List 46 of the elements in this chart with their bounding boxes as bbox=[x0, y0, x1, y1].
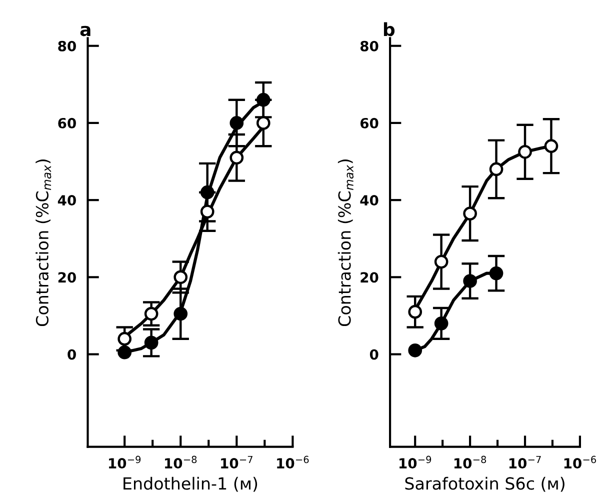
y-tick-label: 20 bbox=[360, 272, 378, 283]
point bbox=[230, 116, 244, 130]
y-tick-label: 0 bbox=[370, 349, 378, 360]
point bbox=[256, 92, 270, 107]
chart-title: b bbox=[384, 22, 395, 36]
x-axis-title: Endothelin-1 (ᴍ) bbox=[124, 476, 258, 492]
y-tick-label: 60 bbox=[360, 118, 378, 128]
x-tick-label: 10$^{−7}$ bbox=[221, 456, 252, 469]
point bbox=[256, 116, 270, 130]
x-tick-label: 10$^{−6}$ bbox=[564, 456, 596, 469]
point bbox=[463, 274, 477, 288]
y-tick-label: 40 bbox=[360, 195, 378, 206]
y-tick-label: 80 bbox=[360, 40, 378, 52]
point bbox=[489, 266, 504, 280]
x-tick-label: 10$^{−6}$ bbox=[277, 456, 309, 469]
y-axis-title: Contraction (%C$_{max}$) bbox=[338, 160, 354, 326]
point bbox=[408, 343, 422, 358]
y-axis-title: Contraction (%C$_{max}$) bbox=[36, 160, 52, 326]
chart-title: a bbox=[80, 26, 90, 36]
point bbox=[434, 316, 448, 330]
point bbox=[544, 139, 558, 154]
y-tick-label: 80 bbox=[58, 40, 76, 52]
point bbox=[434, 254, 448, 269]
point bbox=[489, 162, 504, 176]
point bbox=[118, 345, 132, 360]
point bbox=[174, 306, 188, 321]
x-tick-label: 10$^{−9}$ bbox=[400, 456, 432, 469]
x-axis-title: Sarafotoxin S6c (ᴍ) bbox=[405, 476, 564, 492]
x-tick-label: 10$^{−8}$ bbox=[454, 456, 486, 469]
point bbox=[408, 304, 422, 319]
point bbox=[144, 306, 158, 321]
y-tick-label: 0 bbox=[68, 349, 76, 360]
x-tick-label: 10$^{−9}$ bbox=[109, 456, 141, 469]
point bbox=[463, 206, 477, 220]
point bbox=[174, 270, 188, 284]
point bbox=[230, 150, 244, 165]
x-tick-label: 10$^{−7}$ bbox=[509, 456, 541, 469]
y-tick-label: 60 bbox=[58, 118, 76, 128]
x-tick-label: 10$^{−8}$ bbox=[165, 456, 197, 469]
y-tick-label: 40 bbox=[58, 195, 76, 206]
point bbox=[518, 144, 532, 159]
point bbox=[118, 332, 132, 346]
y-tick-label: 20 bbox=[58, 272, 76, 283]
point bbox=[200, 204, 214, 219]
point bbox=[144, 336, 158, 350]
point bbox=[200, 185, 214, 200]
